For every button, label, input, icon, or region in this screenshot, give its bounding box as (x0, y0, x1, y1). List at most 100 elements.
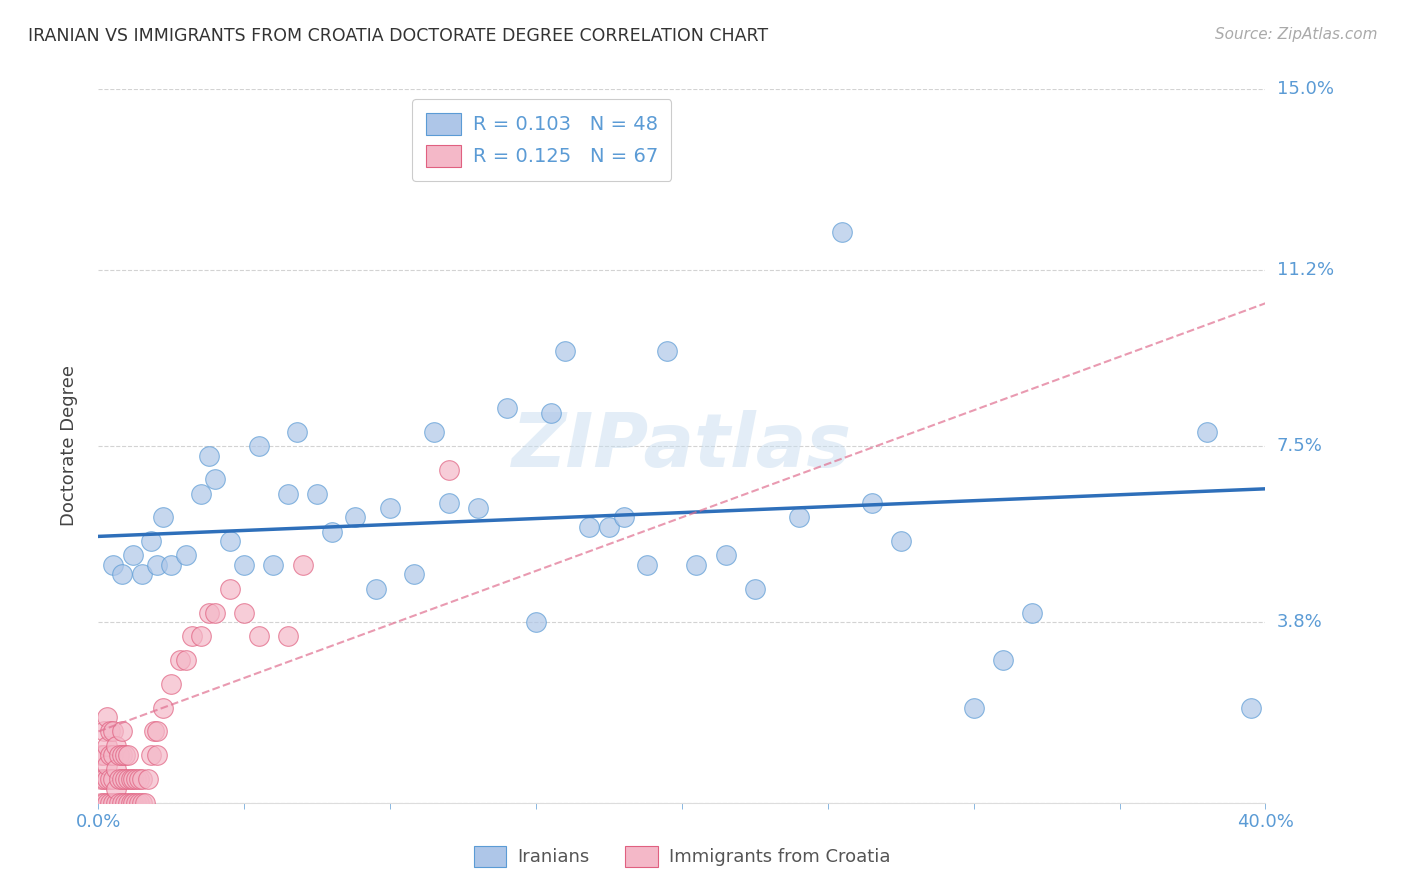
Point (114, 796, 136, 810)
Point (146, 748, 169, 763)
Point (139, 534, 162, 549)
Point (174, 549, 197, 563)
Point (108, 748, 131, 763)
Point (247, 439, 270, 453)
Point (146, 724, 169, 739)
Point (247, 629, 270, 643)
Point (423, 425, 446, 439)
Point (96, 710, 118, 724)
Point (101, 724, 124, 739)
Point (160, 677, 183, 691)
Point (96, 739, 118, 753)
Point (101, 772, 124, 786)
Point (98, 724, 121, 739)
Point (117, 748, 139, 763)
Point (146, 558, 169, 572)
Point (101, 558, 124, 572)
Point (93, 748, 115, 763)
Point (180, 629, 202, 643)
Y-axis label: Doctorate Degree: Doctorate Degree (59, 366, 77, 526)
Text: 15.0%: 15.0% (1277, 80, 1333, 98)
Point (540, 406, 562, 420)
Point (131, 772, 153, 786)
Point (93, 724, 115, 739)
Point (108, 796, 131, 810)
Point (93, 796, 115, 810)
Point (136, 772, 159, 786)
Point (98, 796, 121, 810)
Point (139, 748, 162, 763)
Point (111, 567, 134, 582)
Point (120, 796, 142, 810)
Point (744, 582, 766, 596)
Text: 3.8%: 3.8% (1277, 613, 1322, 631)
Point (277, 629, 299, 643)
Point (122, 549, 145, 563)
Point (93, 772, 115, 786)
Point (90, 772, 112, 786)
Text: IRANIAN VS IMMIGRANTS FROM CROATIA DOCTORATE DEGREE CORRELATION CHART: IRANIAN VS IMMIGRANTS FROM CROATIA DOCTO… (28, 27, 768, 45)
Point (787, 510, 810, 524)
Point (962, 700, 984, 714)
Point (598, 520, 620, 534)
Text: 11.2%: 11.2% (1277, 261, 1334, 279)
Point (90, 796, 112, 810)
Point (174, 653, 197, 667)
Point (198, 449, 221, 463)
Point (117, 796, 139, 810)
Point (1195, 425, 1218, 439)
Text: 7.5%: 7.5% (1277, 437, 1323, 455)
Point (344, 510, 367, 524)
Point (114, 748, 136, 763)
Text: Source: ZipAtlas.com: Source: ZipAtlas.com (1215, 27, 1378, 42)
Point (134, 796, 156, 810)
Point (437, 496, 460, 510)
Point (131, 796, 153, 810)
Point (1021, 606, 1043, 620)
Point (467, 500, 489, 515)
Point (378, 500, 402, 515)
Point (636, 558, 658, 572)
Point (108, 772, 131, 786)
Point (204, 472, 226, 486)
Point (131, 567, 153, 582)
Point (125, 796, 148, 810)
Point (364, 582, 387, 596)
Point (111, 724, 134, 739)
Point (120, 772, 142, 786)
Point (152, 700, 174, 714)
Point (117, 772, 139, 786)
Point (277, 486, 299, 500)
Point (122, 796, 145, 810)
Point (142, 724, 165, 739)
Point (578, 520, 600, 534)
Point (104, 763, 127, 777)
Point (111, 796, 134, 810)
Point (524, 615, 547, 629)
Point (96, 757, 118, 772)
Point (125, 772, 148, 786)
Point (991, 653, 1014, 667)
Point (190, 629, 212, 643)
Point (111, 772, 134, 786)
Point (233, 558, 256, 572)
Point (96, 796, 118, 810)
Point (714, 549, 737, 563)
Point (1240, 700, 1263, 714)
Point (90, 748, 112, 763)
Point (101, 796, 124, 810)
Point (218, 534, 240, 549)
Point (104, 739, 127, 753)
Point (218, 582, 240, 596)
Point (262, 558, 284, 572)
Point (128, 796, 150, 810)
Point (233, 606, 256, 620)
Point (152, 510, 174, 524)
Point (114, 772, 136, 786)
Point (285, 425, 308, 439)
Point (104, 796, 127, 810)
Point (98, 748, 121, 763)
Point (860, 496, 883, 510)
Point (291, 558, 314, 572)
Point (402, 567, 425, 582)
